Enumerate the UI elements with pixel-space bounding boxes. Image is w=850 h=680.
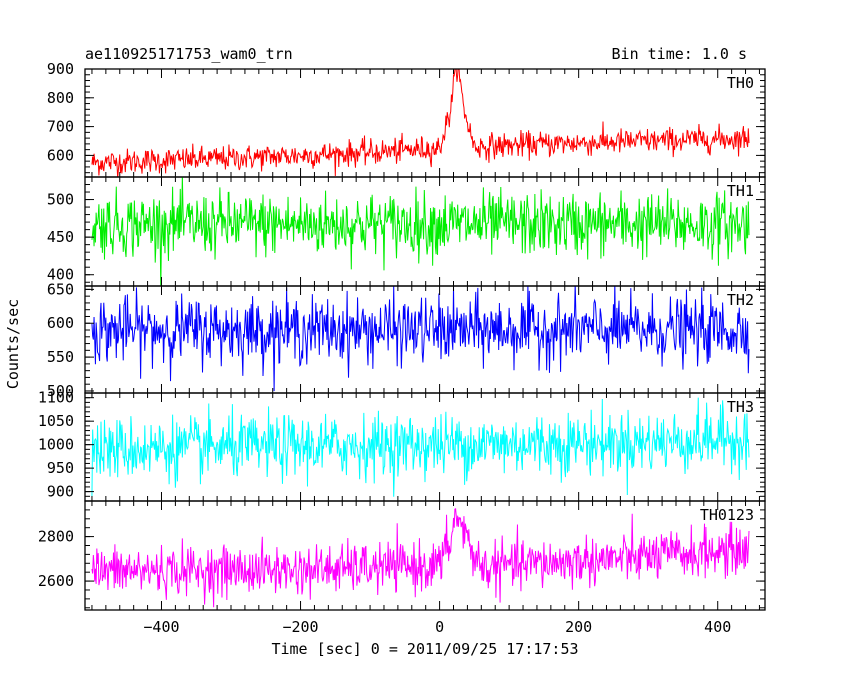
panel-th2: 500 550 600 650 TH2	[47, 280, 766, 400]
y-tick-label: 800	[47, 89, 74, 107]
panel-label: TH0123	[700, 506, 754, 524]
y-axis-label: Counts/sec	[4, 299, 22, 389]
panel-th0: 600 700 800 900 TH0	[47, 60, 766, 178]
x-tick-labels: −400 −200 0 200 400	[143, 618, 731, 636]
x-tick-label: −400	[143, 618, 179, 636]
y-tick-label: 1050	[38, 412, 74, 430]
series-th1	[91, 177, 750, 286]
y-tick-label: 950	[47, 459, 74, 477]
panel-label: TH2	[727, 291, 754, 309]
y-tick-label: 1100	[38, 389, 74, 407]
panel-label: TH1	[727, 182, 754, 200]
y-tick-label: 2600	[38, 572, 74, 590]
y-tick-label: 650	[47, 280, 74, 298]
chart-title: ae110925171753_wam0_trn	[85, 45, 293, 63]
y-tick-label: 450	[47, 228, 74, 246]
y-tick-label: 900	[47, 60, 74, 78]
y-tick-label: 550	[47, 348, 74, 366]
y-tick-label: 600	[47, 314, 74, 332]
x-tick-label: 0	[435, 618, 444, 636]
series-th0	[91, 69, 750, 177]
panels-group: 600 700 800 900 TH0 400 450 500 TH1 500 550 600 650 T…	[38, 60, 766, 611]
y-tick-label: 600	[47, 146, 74, 164]
y-tick-label: 900	[47, 483, 74, 501]
y-tick-label: 700	[47, 118, 74, 136]
panel-th3: 900 950 1000 1050 1100 TH3	[38, 389, 766, 502]
panel-frame	[84, 68, 766, 178]
x-axis-label: Time [sec] 0 = 2011/09/25 17:17:53	[271, 640, 578, 658]
panel-frame	[84, 500, 766, 611]
series-th2	[91, 286, 750, 392]
y-tick-label: 400	[47, 266, 74, 284]
x-tick-label: 200	[565, 618, 592, 636]
panel-label: TH0	[727, 74, 754, 92]
series-th3	[91, 397, 750, 497]
y-tick-label: 500	[47, 191, 74, 209]
series-th0123	[91, 508, 750, 608]
panel-frame	[84, 176, 766, 287]
panel-th0123: 2600 2800 TH0123	[38, 500, 766, 611]
y-tick-label: 1000	[38, 436, 74, 454]
x-tick-label: 400	[704, 618, 731, 636]
panel-th1: 400 450 500 TH1	[47, 176, 766, 287]
panel-label: TH3	[727, 398, 754, 416]
x-tick-label: −200	[282, 618, 318, 636]
bin-time-label: Bin time: 1.0 s	[612, 45, 747, 63]
y-tick-label: 500	[47, 382, 74, 400]
y-tick-label: 2800	[38, 528, 74, 546]
